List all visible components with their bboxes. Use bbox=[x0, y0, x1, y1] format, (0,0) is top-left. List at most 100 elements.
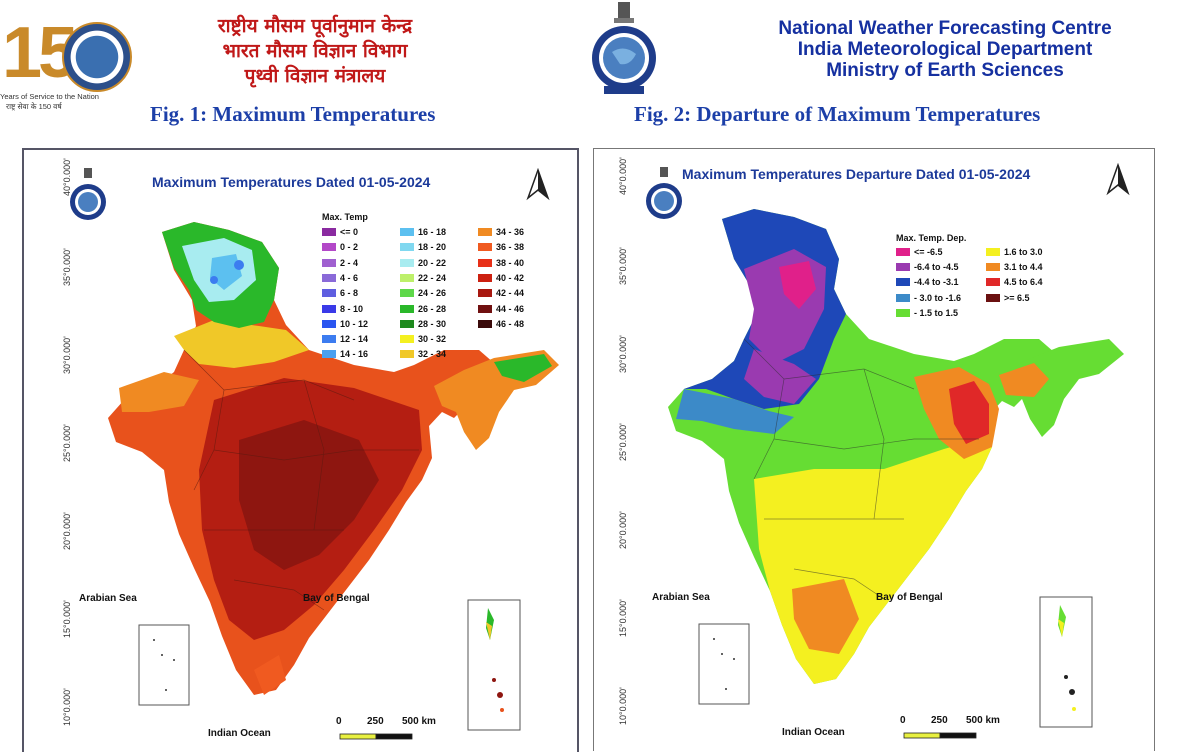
legend-swatch bbox=[400, 273, 414, 282]
legend-swatch bbox=[896, 278, 910, 287]
legend-swatch bbox=[478, 243, 492, 252]
scale-label-0: 0 bbox=[900, 715, 906, 726]
legend-label: 4 - 6 bbox=[340, 272, 359, 283]
english-header: National Weather Forecasting Centre Indi… bbox=[715, 18, 1175, 81]
legend-swatch bbox=[478, 289, 492, 298]
lakshadweep-inset bbox=[138, 624, 190, 706]
legend-swatch bbox=[400, 319, 414, 328]
arabian-sea-label: Arabian Sea bbox=[79, 593, 137, 604]
legend-label: 8 - 10 bbox=[340, 303, 364, 314]
imd-small-logo-icon bbox=[644, 167, 684, 223]
scale-label-0: 0 bbox=[336, 716, 342, 727]
state-boundaries bbox=[743, 338, 979, 600]
legend-swatch bbox=[400, 335, 414, 344]
legend-label: 40 - 42 bbox=[496, 272, 525, 283]
bay-of-bengal-label: Bay of Bengal bbox=[303, 593, 370, 604]
legend-label: 3.1 to 4.4 bbox=[1004, 262, 1043, 273]
english-line-3: Ministry of Earth Sciences bbox=[826, 60, 1064, 81]
legend-label: 16 - 18 bbox=[418, 227, 447, 237]
legend-label: 18 - 20 bbox=[418, 242, 447, 253]
max-temp-map bbox=[108, 222, 559, 740]
andaman-inset bbox=[1039, 596, 1093, 728]
legend-label: <= 0 bbox=[340, 227, 359, 237]
legend-swatch bbox=[400, 350, 414, 359]
legend-label: 10 - 12 bbox=[340, 318, 369, 329]
legend-swatch bbox=[986, 263, 1000, 272]
arabian-sea-label: Arabian Sea bbox=[652, 592, 710, 603]
indian-ocean-label: Indian Ocean bbox=[208, 728, 271, 739]
scale-bar-left bbox=[903, 732, 941, 739]
english-line-2: India Meteorological Department bbox=[797, 39, 1093, 60]
map-title: Maximum Temperatures Departure Dated 01-… bbox=[682, 166, 1031, 182]
legend-label: 0 - 2 bbox=[340, 242, 359, 253]
legend-label: 46 - 48 bbox=[496, 318, 525, 329]
hindi-line-3: पृथ्वी विज्ञान मंत्रालय bbox=[244, 65, 386, 87]
temp-departure-map bbox=[668, 209, 1124, 739]
legend-label: 30 - 32 bbox=[418, 334, 447, 345]
scale-label-250: 250 bbox=[931, 715, 948, 726]
fig1-caption: Fig. 1: Maximum Temperatures bbox=[150, 102, 436, 126]
north-arrow-icon bbox=[524, 167, 552, 207]
fig2-caption: Fig. 2: Departure of Maximum Temperature… bbox=[634, 102, 1041, 126]
scale-label-250: 250 bbox=[367, 716, 384, 727]
bay-of-bengal-label: Bay of Bengal bbox=[876, 592, 943, 603]
legend-label: 32 - 34 bbox=[418, 349, 447, 360]
legend-label: >= 6.5 bbox=[1004, 292, 1030, 303]
legend-swatch bbox=[322, 350, 336, 359]
legend-swatch bbox=[322, 304, 336, 313]
legend-swatch bbox=[400, 243, 414, 252]
legend-label: -4.4 to -3.1 bbox=[914, 277, 959, 288]
legend-swatch bbox=[986, 278, 1000, 287]
north-band bbox=[174, 320, 309, 368]
legend-label: 36 - 38 bbox=[496, 242, 525, 253]
hindi-line-2: भारत मौसम विज्ञान विभाग bbox=[222, 40, 408, 62]
legend-label: -6.4 to -4.5 bbox=[914, 262, 959, 273]
hindi-line-1: राष्ट्रीय मौसम पूर्वानुमान केन्द्र bbox=[217, 15, 413, 37]
legend-swatch bbox=[896, 248, 910, 256]
legend-swatch bbox=[400, 289, 414, 298]
legend-swatch bbox=[400, 304, 414, 313]
legend-swatch bbox=[400, 228, 414, 236]
logo-years-text: Years of Service to the Nation bbox=[0, 92, 99, 101]
legend-swatch bbox=[322, 335, 336, 344]
max-temp-map-panel: Maximum Temperatures Dated 01-05-2024 40… bbox=[22, 148, 579, 752]
legend-swatch bbox=[322, 243, 336, 252]
legend-label: 12 - 14 bbox=[340, 334, 369, 345]
legend-title: Max. Temp. Dep. bbox=[896, 233, 967, 243]
legend-swatch bbox=[400, 258, 414, 267]
temp-departure-map-panel: Maximum Temperatures Departure Dated 01-… bbox=[593, 148, 1155, 751]
legend-swatch bbox=[986, 293, 1000, 302]
legend-label: <= -6.5 bbox=[914, 247, 943, 257]
legend-label: 44 - 46 bbox=[496, 303, 525, 314]
legend-swatch bbox=[896, 308, 910, 317]
legend-swatch bbox=[478, 319, 492, 328]
legend-swatch bbox=[322, 289, 336, 298]
legend-swatch bbox=[322, 228, 336, 236]
legend-swatch bbox=[478, 258, 492, 267]
hindi-header: राष्ट्रीय मौसम पूर्वानुमान केन्द्र भारत … bbox=[165, 14, 465, 89]
english-line-1: National Weather Forecasting Centre bbox=[778, 18, 1112, 39]
legend-swatch bbox=[322, 258, 336, 267]
legend-label: 26 - 28 bbox=[418, 303, 447, 314]
warm-zone-south bbox=[754, 439, 992, 684]
legend-swatch bbox=[478, 304, 492, 313]
map-title: Maximum Temperatures Dated 01-05-2024 bbox=[152, 174, 431, 190]
imd-seal-icon bbox=[62, 22, 132, 92]
imd-emblem-icon bbox=[590, 0, 658, 100]
legend-swatch bbox=[478, 273, 492, 282]
scale-bar-left bbox=[339, 733, 377, 740]
legend-swatch bbox=[896, 263, 910, 272]
legend-label: 28 - 30 bbox=[418, 318, 447, 329]
legend-label: 6 - 8 bbox=[340, 288, 359, 299]
legend-label: 22 - 24 bbox=[418, 272, 447, 283]
legend-label: - 3.0 to -1.6 bbox=[914, 292, 962, 303]
scale-label-500: 500 km bbox=[966, 715, 1000, 726]
imd-small-logo-icon bbox=[68, 168, 108, 224]
logo-years-hindi: राष्ट्र सेवा के 150 वर्ष bbox=[6, 102, 62, 111]
legend-label: - 1.5 to 1.5 bbox=[914, 307, 959, 318]
scale-bar-right bbox=[375, 733, 413, 740]
legend-label: 20 - 22 bbox=[418, 257, 447, 268]
imd-150-years-logo: 150 Years of Service to the Nation राष्ट… bbox=[0, 8, 135, 111]
legend-label: 14 - 16 bbox=[340, 349, 369, 360]
legend-swatch bbox=[322, 319, 336, 328]
